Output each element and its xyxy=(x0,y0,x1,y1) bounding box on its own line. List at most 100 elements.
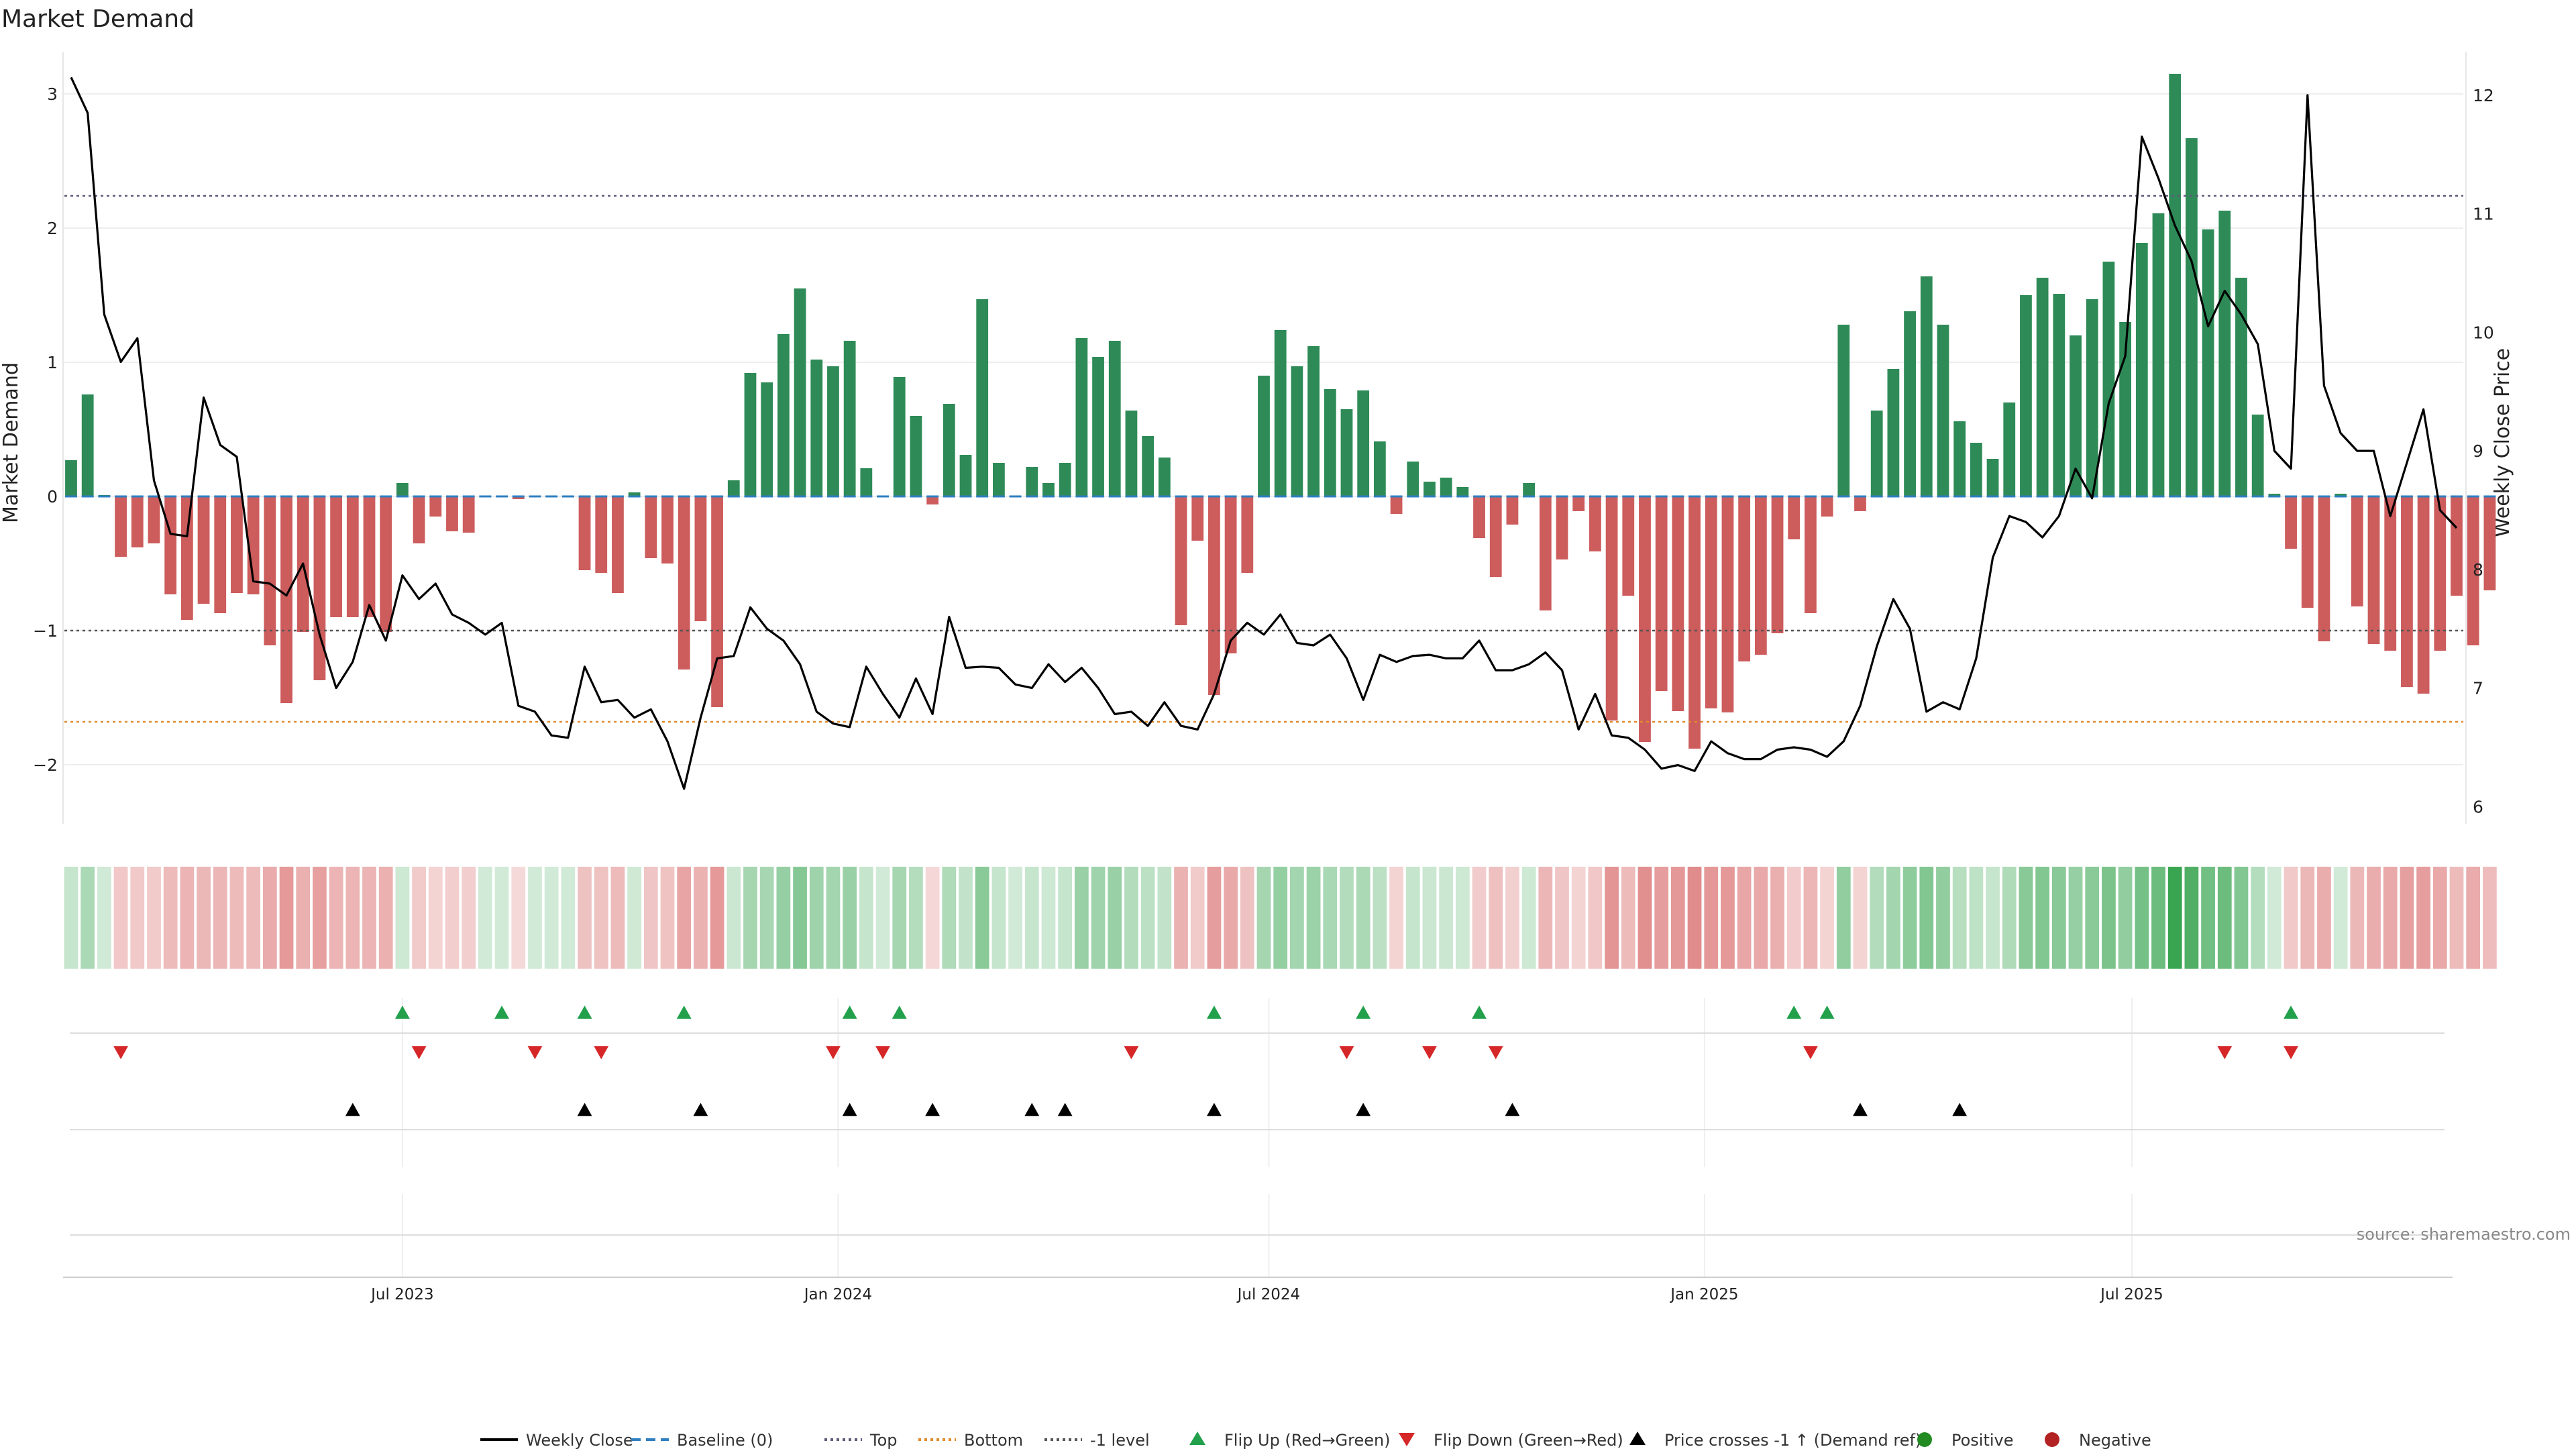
positive-demand-bar xyxy=(1887,369,1900,496)
negative-demand-bar xyxy=(1208,496,1220,695)
negative-heat-cell xyxy=(1174,867,1188,969)
negative-heat-cell xyxy=(1224,867,1238,969)
positive-demand-bar xyxy=(910,416,922,496)
x-tick-label: Jul 2023 xyxy=(370,1286,434,1303)
positive-heat-cell xyxy=(2151,867,2165,969)
positive-demand-bar xyxy=(1274,330,1287,496)
positive-heat-cell xyxy=(1373,867,1387,969)
positive-heat-cell xyxy=(2085,867,2100,969)
flip-down-marker xyxy=(2284,1046,2299,1059)
positive-demand-bar xyxy=(65,460,77,496)
negative-demand-bar xyxy=(2318,496,2330,641)
negative-demand-bar xyxy=(578,496,591,570)
positive-heat-cell xyxy=(859,867,873,969)
negative-demand-bar xyxy=(2483,496,2496,590)
positive-demand-bar xyxy=(2152,213,2165,496)
legend-label: Baseline (0) xyxy=(677,1431,773,1449)
positive-demand-bar xyxy=(2235,278,2247,496)
y-tick-label: 0 xyxy=(47,487,58,506)
negative-heat-cell xyxy=(511,867,526,969)
negative-demand-bar xyxy=(1175,496,1187,625)
negative-heat-cell xyxy=(163,867,178,969)
negative-heat-cell xyxy=(2300,867,2315,969)
positive-heat-cell xyxy=(478,867,492,969)
negative-heat-cell xyxy=(113,867,128,969)
positive-heat-cell xyxy=(1521,867,1536,969)
positive-demand-bar xyxy=(1324,389,1336,496)
legend-swatch xyxy=(1917,1432,1932,1447)
positive-heat-cell xyxy=(1422,867,1437,969)
legend-label: -1 level xyxy=(1090,1431,1150,1449)
positive-heat-cell xyxy=(1936,867,1950,969)
negative-demand-bar xyxy=(612,496,624,593)
negative-demand-bar xyxy=(1639,496,1651,742)
price-cross-marker xyxy=(1505,1103,1520,1116)
negative-demand-bar xyxy=(214,496,227,613)
negative-heat-cell xyxy=(445,867,460,969)
negative-heat-cell xyxy=(610,867,625,969)
negative-demand-bar xyxy=(1489,496,1502,577)
negative-heat-cell xyxy=(1770,867,1784,969)
positive-heat-cell xyxy=(1140,867,1155,969)
negative-heat-cell xyxy=(462,867,476,969)
positive-demand-bar xyxy=(843,341,856,496)
positive-demand-bar xyxy=(1142,436,1155,496)
negative-demand-bar xyxy=(1539,496,1552,610)
x-tick-label: Jul 2025 xyxy=(2099,1286,2163,1303)
source-note: source: sharemaestro.com xyxy=(2357,1225,2571,1244)
negative-demand-bar xyxy=(346,496,359,617)
negative-demand-bar xyxy=(2351,496,2363,606)
negative-demand-bar xyxy=(280,496,292,703)
positive-heat-cell xyxy=(2217,867,2232,969)
negative-heat-cell xyxy=(643,867,658,969)
negative-demand-bar xyxy=(330,496,343,617)
price-cross-marker xyxy=(345,1103,360,1116)
positive-heat-cell xyxy=(909,867,923,969)
positive-heat-cell xyxy=(1091,867,1106,969)
negative-heat-cell xyxy=(197,867,211,969)
positive-demand-bar xyxy=(1340,409,1353,496)
flip-up-marker xyxy=(892,1006,907,1019)
price-cross-marker xyxy=(1206,1103,1222,1116)
flip-up-marker xyxy=(577,1006,592,1019)
positive-heat-cell xyxy=(1919,867,1934,969)
positive-demand-bar xyxy=(628,492,641,496)
flip-up-marker xyxy=(1472,1006,1487,1019)
positive-demand-bar xyxy=(1870,411,1883,496)
positive-heat-cell xyxy=(2102,867,2116,969)
positive-demand-bar xyxy=(1456,487,1469,496)
positive-demand-bar xyxy=(1026,467,1038,496)
positive-heat-cell xyxy=(826,867,841,969)
positive-demand-bar xyxy=(794,288,806,496)
negative-demand-bar xyxy=(1688,496,1701,749)
negative-demand-bar xyxy=(197,496,210,604)
negative-heat-cell xyxy=(2416,867,2430,969)
flip-down-marker xyxy=(2217,1046,2233,1059)
positive-heat-cell xyxy=(1124,867,1138,969)
positive-heat-cell xyxy=(1323,867,1338,969)
flip-up-marker xyxy=(1356,1006,1371,1019)
price-cross-marker xyxy=(1952,1103,1968,1116)
negative-demand-bar xyxy=(661,496,674,564)
negative-heat-cell xyxy=(1605,867,1619,969)
negative-demand-bar xyxy=(2401,496,2413,687)
positive-heat-cell xyxy=(2201,867,2215,969)
negative-heat-cell xyxy=(329,867,343,969)
negative-demand-bar xyxy=(1605,496,1618,720)
price-cross-marker xyxy=(842,1103,857,1116)
flip-up-marker xyxy=(394,1006,410,1019)
negative-demand-bar xyxy=(1506,496,1519,525)
negative-heat-cell xyxy=(2400,867,2414,969)
y2-tick-label: 7 xyxy=(2473,679,2483,698)
positive-heat-cell xyxy=(2184,867,2199,969)
negative-heat-cell xyxy=(279,867,294,969)
positive-demand-bar xyxy=(744,373,757,496)
negative-heat-cell xyxy=(1786,867,1801,969)
positive-demand-bar xyxy=(2086,299,2098,496)
positive-demand-bar xyxy=(1970,443,1982,496)
price-line-group xyxy=(70,76,2458,790)
negative-demand-bar xyxy=(131,496,144,547)
legend-label: Top xyxy=(869,1431,898,1449)
reference-lines xyxy=(64,195,2463,723)
positive-heat-cell xyxy=(1024,867,1039,969)
